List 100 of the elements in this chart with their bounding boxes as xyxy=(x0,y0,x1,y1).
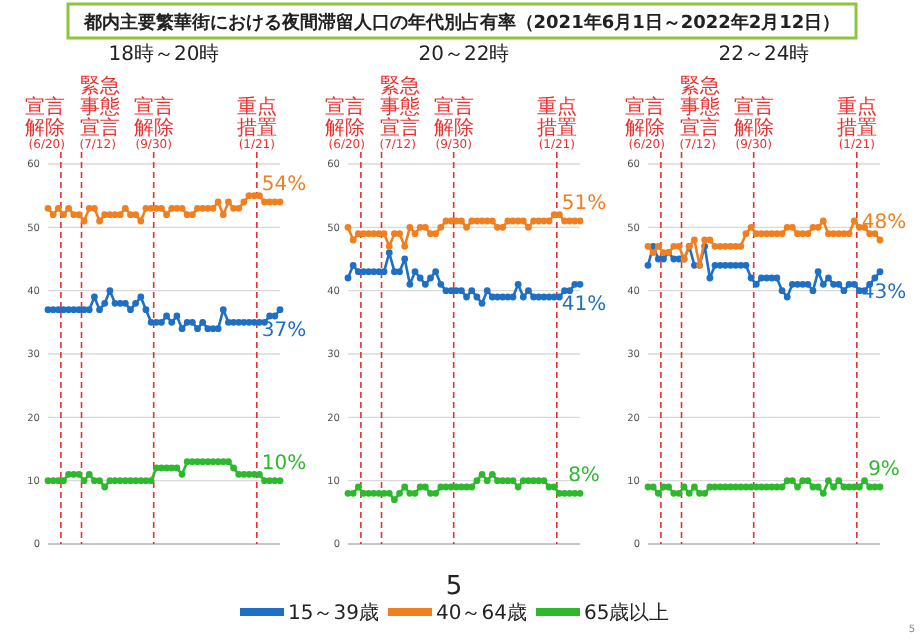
point xyxy=(349,236,357,244)
point xyxy=(550,483,558,491)
point xyxy=(473,477,481,485)
point xyxy=(519,293,527,301)
point xyxy=(488,217,496,225)
point xyxy=(137,293,145,301)
point xyxy=(804,477,812,485)
point xyxy=(132,299,140,307)
point xyxy=(276,306,284,314)
point xyxy=(773,274,781,282)
point xyxy=(825,477,832,485)
point xyxy=(814,268,822,276)
point xyxy=(458,217,465,225)
point xyxy=(778,230,786,238)
point xyxy=(199,318,207,326)
point xyxy=(344,274,352,282)
legend-label: 15～39歳 xyxy=(288,601,379,625)
point xyxy=(60,477,67,485)
point xyxy=(794,483,801,491)
point xyxy=(116,211,124,219)
point xyxy=(121,299,129,307)
point xyxy=(742,261,750,269)
point xyxy=(168,204,176,212)
point xyxy=(49,211,57,219)
point xyxy=(437,223,445,231)
chart-subtitle: 22～24時 xyxy=(718,42,810,66)
point xyxy=(488,470,496,478)
point xyxy=(349,489,357,497)
point xyxy=(401,255,409,263)
data-label: 48% xyxy=(861,212,907,234)
point xyxy=(255,192,263,200)
point xyxy=(127,306,134,314)
point xyxy=(876,483,884,491)
point xyxy=(514,280,522,288)
point xyxy=(178,470,186,478)
point xyxy=(416,274,424,282)
point xyxy=(644,242,652,250)
point xyxy=(70,211,78,219)
point xyxy=(468,287,476,295)
legend-label: 40～64歳 xyxy=(436,601,527,625)
point xyxy=(349,261,357,269)
point xyxy=(778,287,786,295)
data-label: 9% xyxy=(868,459,900,481)
point xyxy=(804,230,812,238)
point xyxy=(845,230,853,238)
point xyxy=(819,217,827,225)
point xyxy=(188,318,196,326)
point xyxy=(571,280,579,288)
point xyxy=(737,242,745,250)
point xyxy=(519,217,527,225)
text: 都内主要繁華街における夜間滞留人口の年代別占有率（2021年6月1日～2022年2月12日） xyxy=(81,12,841,34)
point xyxy=(819,280,827,288)
data-label: 10% xyxy=(261,452,307,475)
point xyxy=(576,217,584,225)
point xyxy=(876,268,884,276)
point xyxy=(137,217,145,225)
point xyxy=(809,287,817,295)
point xyxy=(427,274,434,282)
point xyxy=(401,242,409,250)
point xyxy=(225,198,232,206)
point xyxy=(65,204,73,212)
point xyxy=(665,483,673,491)
chart-subtitle: 18時～20時 xyxy=(108,42,220,66)
text: 5 xyxy=(445,572,463,602)
point xyxy=(106,477,114,485)
point xyxy=(406,223,414,231)
point xyxy=(411,489,419,497)
point xyxy=(406,489,414,497)
point xyxy=(463,223,470,231)
point xyxy=(106,287,114,295)
point xyxy=(437,280,445,288)
point xyxy=(691,483,698,491)
point xyxy=(473,293,481,301)
point xyxy=(819,489,827,497)
point xyxy=(691,236,698,244)
point xyxy=(385,489,393,497)
point xyxy=(354,483,362,491)
point xyxy=(411,268,419,276)
point xyxy=(670,489,678,497)
legend-label: 65歳以上 xyxy=(584,601,670,625)
point xyxy=(814,223,822,231)
point xyxy=(194,325,201,333)
point xyxy=(421,280,429,288)
point xyxy=(209,204,217,212)
point xyxy=(835,477,843,485)
point xyxy=(555,293,563,301)
point xyxy=(173,464,181,472)
point xyxy=(685,489,693,497)
point xyxy=(566,287,574,295)
point xyxy=(432,268,440,276)
point xyxy=(525,223,532,231)
point xyxy=(163,312,170,320)
point xyxy=(706,274,714,282)
point xyxy=(566,217,574,225)
point xyxy=(396,268,403,276)
point xyxy=(576,280,584,288)
point xyxy=(432,489,440,497)
point xyxy=(701,236,709,244)
point xyxy=(219,211,227,219)
point xyxy=(660,255,667,263)
